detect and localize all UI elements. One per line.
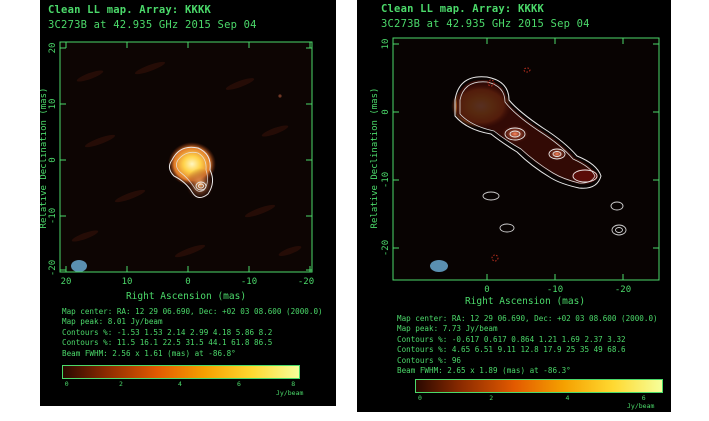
plot-frame <box>59 41 313 273</box>
map-subtitle: 3C273B at 42.935 GHz 2015 Sep 04 <box>48 19 257 31</box>
x-tick-label: 10 <box>122 277 133 287</box>
x-tick-label: 20 <box>61 277 72 287</box>
y-tick-label: 0 <box>381 109 391 114</box>
noise-pattern <box>71 61 302 258</box>
y-tick-label: 20 <box>48 43 58 54</box>
map-title: Clean LL map. Array: KKKK <box>48 4 212 16</box>
y-tick-label: -20 <box>381 240 391 256</box>
info-line: Map peak: 8.01 Jy/beam <box>62 317 163 327</box>
map-sky-area <box>393 38 659 280</box>
colorbar-tick-label: 2 <box>489 394 494 402</box>
colorbar-tick-label: 6 <box>641 394 646 402</box>
vlbi-map-plot-left: 20 10 0 -10 -20 20 10 0 -10 -20 Right As… <box>40 41 314 302</box>
info-line: Contours %: 96 <box>397 355 462 365</box>
colorbar-unit: Jy/beam <box>627 402 655 410</box>
map-subtitle: 3C273B at 42.935 GHz 2015 Sep 04 <box>381 18 590 30</box>
beam-ellipse <box>71 260 87 272</box>
info-line: Contours %: -0.617 0.617 0.864 1.21 1.69… <box>397 334 626 344</box>
x-axis-label: Right Ascension (mas) <box>126 291 246 302</box>
info-line: Contours %: 4.65 6.51 9.11 12.8 17.9 25 … <box>397 345 626 355</box>
map-info-block: Map center: RA: 12 29 06.690, Dec: +02 0… <box>62 307 323 359</box>
colorbar-tick-label: 4 <box>178 380 182 388</box>
colorbar-tick-label: 8 <box>291 380 296 388</box>
y-axis-label: Relative Declination (mas) <box>40 88 49 229</box>
clean-map-panel-left: Clean LL map. Array: KKKK 3C273B at 42.9… <box>40 0 336 406</box>
x-tick-label: 0 <box>185 277 190 287</box>
colorbar-tick-label: 0 <box>417 394 422 402</box>
source-emission <box>451 67 627 262</box>
beam-ellipse <box>430 260 448 272</box>
colorbar <box>62 365 300 379</box>
x-tick-label: -10 <box>547 285 563 295</box>
vlbi-map-plot-right: 0 -10 -20 10 0 -10 -20 Right Ascension (… <box>370 37 660 307</box>
map-title: Clean LL map. Array: KKKK <box>381 3 545 15</box>
plot-frame <box>392 37 660 281</box>
y-tick-label: 0 <box>48 157 58 162</box>
x-tick-label: 0 <box>484 285 489 295</box>
info-line: Map peak: 7.73 Jy/beam <box>397 324 498 334</box>
x-tick-label: -10 <box>241 277 257 287</box>
info-line: Map center: RA: 12 29 06.690, Dec: +02 0… <box>62 307 323 316</box>
colorbar-ticks: 0 2 4 6 <box>415 394 661 403</box>
info-line: Beam FWHM: 2.65 x 1.89 (mas) at -86.3° <box>397 366 571 376</box>
colorbar-tick-label: 0 <box>64 380 69 388</box>
y-tick-label: 10 <box>48 99 58 110</box>
colorbar-tick-label: 6 <box>237 380 241 388</box>
y-axis-label: Relative Declination (mas) <box>370 88 380 229</box>
colorbar-ticks: 0 2 4 6 8 <box>62 380 298 389</box>
clean-map-panel-right: Clean LL map. Array: KKKK 3C273B at 42.9… <box>357 0 671 412</box>
y-tick-label: -10 <box>381 172 391 188</box>
info-line: Beam FWHM: 2.56 x 1.61 (mas) at -86.8° <box>62 348 236 358</box>
x-axis-label: Right Ascension (mas) <box>465 296 585 307</box>
y-tick-label: 10 <box>381 39 391 50</box>
x-tick-label: -20 <box>298 277 314 287</box>
colorbar <box>415 379 663 393</box>
colorbar-unit: Jy/beam <box>276 389 304 397</box>
x-tick-label: -20 <box>615 285 631 295</box>
info-line: Contours %: -1.53 1.53 2.14 2.99 4.18 5.… <box>62 327 273 337</box>
info-line: Map center: RA: 12 29 06.690, Dec: +02 0… <box>397 314 658 323</box>
map-info-block: Map center: RA: 12 29 06.690, Dec: +02 0… <box>397 314 658 376</box>
source-emission <box>168 142 216 200</box>
y-tick-label: -20 <box>48 260 58 276</box>
colorbar-tick-label: 4 <box>565 394 570 402</box>
info-line: Contours %: 11.5 16.1 22.5 31.5 44.1 61.… <box>62 338 273 348</box>
colorbar-tick-label: 2 <box>119 380 123 388</box>
y-tick-label: -10 <box>48 208 58 224</box>
